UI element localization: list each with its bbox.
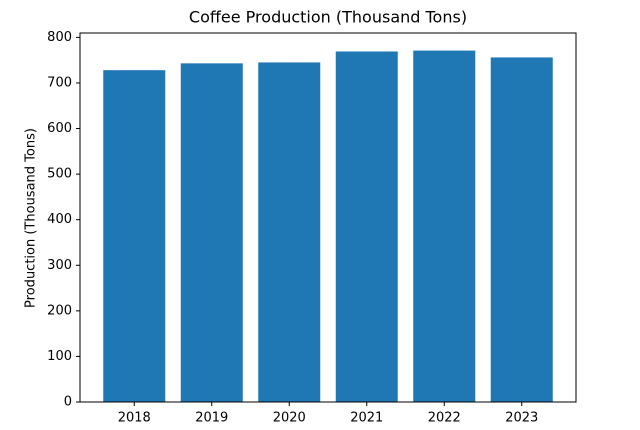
bar <box>335 51 398 402</box>
y-tick-label: 600 <box>47 121 72 136</box>
x-tick-label: 2023 <box>505 411 538 426</box>
y-tick-label: 0 <box>64 395 72 410</box>
y-axis-label: Production (Thousand Tons) <box>24 128 39 308</box>
bar <box>180 63 243 403</box>
chart-title: Coffee Production (Thousand Tons) <box>189 8 467 27</box>
x-tick-label: 2022 <box>428 411 461 426</box>
y-tick-label: 100 <box>47 349 72 364</box>
y-tick-label: 500 <box>47 167 72 182</box>
y-tick-label: 200 <box>47 303 72 318</box>
y-tick-label: 800 <box>47 30 72 45</box>
bar <box>490 57 553 402</box>
y-tick-label: 700 <box>47 75 72 90</box>
x-tick-label: 2021 <box>350 411 383 426</box>
plot-frame <box>79 32 577 403</box>
bar <box>413 50 476 402</box>
x-tick-label: 2018 <box>118 411 151 426</box>
bar <box>258 62 321 403</box>
y-tick-label: 400 <box>47 212 72 227</box>
x-tick-label: 2019 <box>195 411 228 426</box>
x-tick-label: 2020 <box>273 411 306 426</box>
bar <box>103 70 166 402</box>
y-tick-label: 300 <box>47 258 72 273</box>
